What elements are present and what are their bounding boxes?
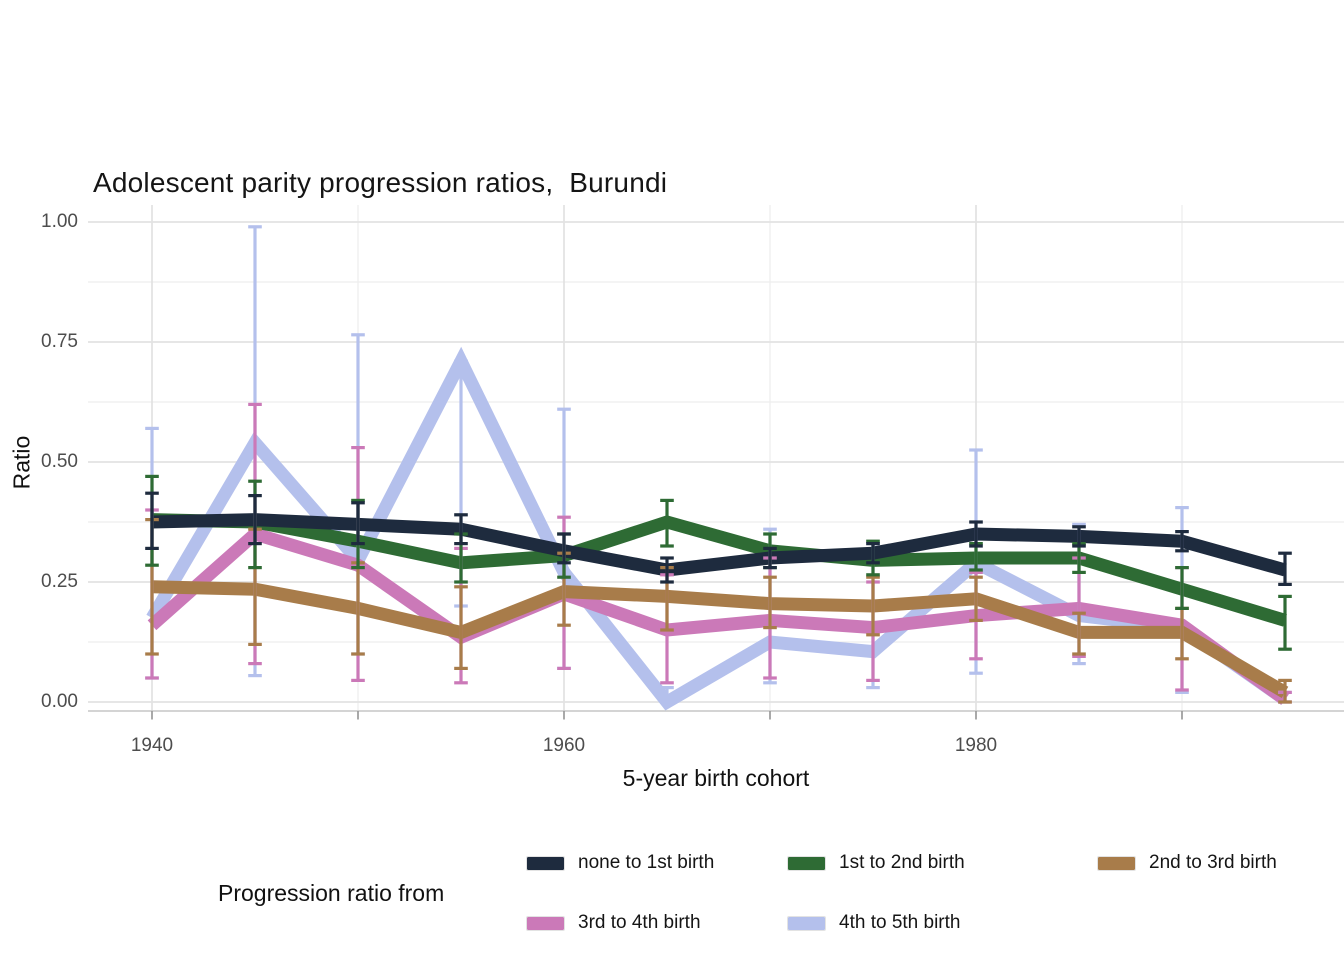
legend-label: none to 1st birth (578, 852, 715, 873)
legend-key-swatch (787, 855, 826, 871)
legend-key-swatch (526, 915, 565, 931)
x-axis-title: 5-year birth cohort (622, 765, 810, 791)
legend-item: 2nd to 3rd birth (1097, 851, 1277, 875)
legend-item: none to 1st birth (526, 851, 715, 875)
legend-label: 4th to 5th birth (839, 912, 961, 933)
series-line-2 (151, 513, 1287, 627)
legend-item: 1st to 2nd birth (787, 851, 965, 875)
y-tick-label: 0.25 (41, 571, 78, 592)
legend-title: Progression ratio from (218, 880, 445, 906)
y-tick-label: 0.75 (41, 331, 78, 352)
y-tick-label: 0.00 (41, 691, 78, 712)
legend-key-swatch (526, 855, 565, 871)
x-tick-label: 1940 (130, 735, 174, 756)
legend-key-swatch (1097, 855, 1136, 871)
legend-label: 3rd to 4th birth (578, 912, 701, 933)
legend-item: 4th to 5th birth (787, 911, 961, 935)
x-tick-label: 1960 (542, 735, 586, 756)
legend-label: 2nd to 3rd birth (1149, 852, 1277, 873)
series-line-3 (151, 580, 1289, 699)
x-tick-label: 1980 (954, 735, 998, 756)
series-line-4 (147, 526, 1289, 705)
y-tick-label: 1.00 (41, 211, 78, 232)
chart-title: Adolescent parity progression ratios, Bu… (93, 166, 668, 198)
y-tick-label: 0.50 (41, 451, 78, 472)
legend-item: 3rd to 4th birth (526, 911, 701, 935)
series-line-1 (151, 513, 1287, 577)
legend-label: 1st to 2nd birth (839, 852, 965, 873)
legend-key-swatch (787, 915, 826, 931)
